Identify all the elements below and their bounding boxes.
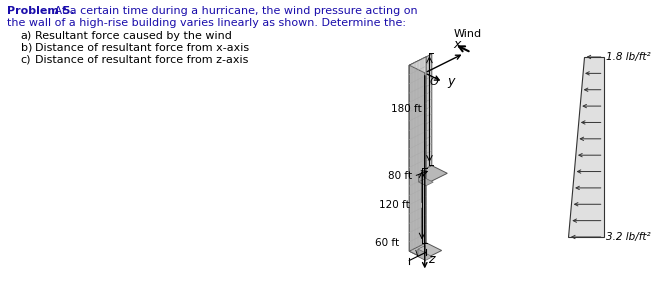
Text: 80 ft: 80 ft — [387, 171, 411, 181]
Polygon shape — [409, 65, 424, 185]
Text: x: x — [453, 38, 460, 51]
Polygon shape — [409, 165, 447, 185]
Polygon shape — [418, 249, 426, 260]
Text: a): a) — [21, 31, 32, 41]
Text: O: O — [430, 77, 438, 87]
Text: 1.8 lb/ft²: 1.8 lb/ft² — [606, 52, 651, 62]
Polygon shape — [419, 178, 433, 186]
Text: Distance of resultant force from x-axis: Distance of resultant force from x-axis — [35, 43, 249, 53]
Text: 60 ft: 60 ft — [375, 238, 399, 248]
Text: 180 ft: 180 ft — [391, 104, 422, 114]
Polygon shape — [419, 175, 426, 186]
Polygon shape — [409, 243, 441, 259]
Text: At a certain time during a hurricane, the wind pressure acting on: At a certain time during a hurricane, th… — [51, 6, 417, 16]
Text: 3.2 lb/ft²: 3.2 lb/ft² — [606, 232, 651, 242]
Text: the wall of a high-rise building varies linearly as shown. Determine the:: the wall of a high-rise building varies … — [7, 18, 406, 28]
Text: Distance of resultant force from z-axis: Distance of resultant force from z-axis — [35, 55, 248, 65]
Text: c): c) — [21, 55, 31, 65]
Text: 120 ft: 120 ft — [379, 200, 410, 210]
Polygon shape — [409, 65, 424, 259]
Text: z: z — [428, 253, 434, 266]
Text: Wind: Wind — [453, 29, 482, 39]
Polygon shape — [418, 246, 425, 256]
Text: b): b) — [21, 43, 32, 53]
Polygon shape — [409, 54, 432, 177]
Text: Problem 5.: Problem 5. — [7, 6, 74, 16]
Text: y: y — [447, 76, 454, 88]
Text: Resultant force caused by the wind: Resultant force caused by the wind — [35, 31, 231, 41]
Polygon shape — [409, 57, 426, 251]
Polygon shape — [419, 171, 426, 182]
Polygon shape — [568, 57, 604, 237]
Polygon shape — [418, 253, 433, 260]
